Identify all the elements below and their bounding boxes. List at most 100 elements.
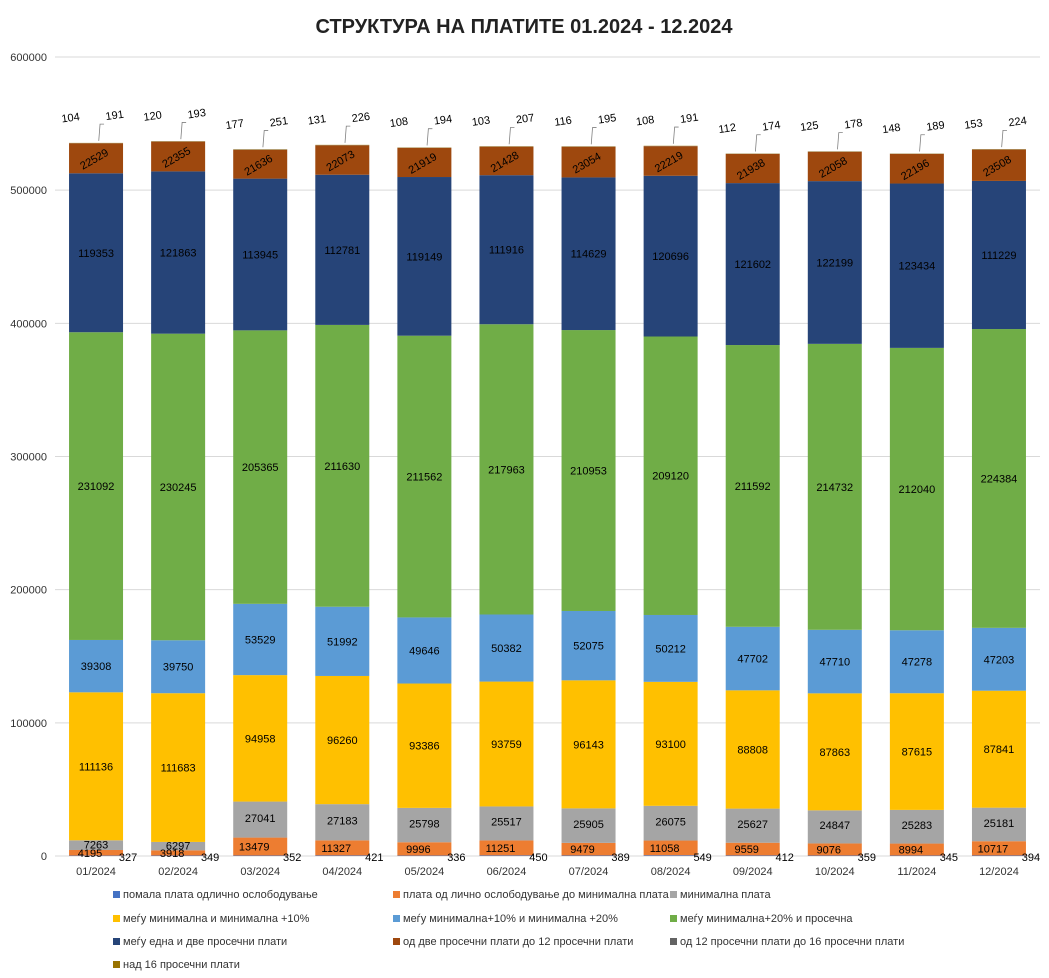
bar-segment — [233, 675, 288, 802]
bar-segment — [807, 810, 862, 844]
data-label: 88808 — [737, 744, 768, 756]
data-label: 6297 — [166, 841, 190, 853]
bar-segment — [233, 178, 288, 331]
data-label: 51992 — [327, 636, 358, 648]
bar-segment — [233, 330, 288, 604]
data-label: 13479 — [239, 842, 270, 854]
bar-segment — [479, 681, 534, 807]
bar-segment — [561, 146, 616, 178]
legend-label: од две просечни плати до 12 просечни пла… — [403, 936, 633, 948]
bar-segment — [397, 617, 452, 684]
data-label: 211592 — [735, 481, 771, 493]
data-label: 26075 — [655, 816, 686, 828]
legend-swatch — [670, 915, 677, 922]
data-label: 47702 — [737, 654, 768, 666]
bar-segment — [725, 690, 780, 809]
leader-line — [672, 126, 679, 144]
data-label: 112 — [718, 122, 737, 136]
bar-segment — [151, 171, 206, 334]
data-label: 7263 — [84, 840, 108, 852]
bar-segment — [725, 808, 780, 843]
bar-segment — [315, 174, 370, 325]
bar-segment — [889, 809, 944, 844]
data-label: 195 — [597, 112, 617, 126]
data-label: 87863 — [819, 747, 850, 759]
data-label: 25517 — [491, 817, 522, 829]
legend-label: минимална плата — [680, 889, 771, 901]
bar-segment — [561, 610, 616, 681]
bar-segment — [725, 183, 780, 346]
data-label: 189 — [926, 119, 946, 133]
leader-line — [590, 127, 597, 145]
bar-segment — [69, 143, 124, 174]
bar-segment — [233, 837, 288, 856]
x-axis: 01/2024 02/2024 03/2024 04/2024 05/2024 06/20… — [76, 866, 1019, 878]
data-label: 9559 — [734, 844, 758, 856]
bar-segment — [479, 840, 534, 856]
data-label: 25905 — [573, 819, 604, 831]
data-label: 209120 — [652, 471, 689, 483]
data-label: 230245 — [160, 482, 197, 494]
data-label: 450 — [529, 852, 547, 864]
data-label: 125 — [799, 120, 819, 134]
data-label: 39750 — [163, 662, 194, 674]
bar-segment — [889, 183, 944, 348]
data-label: 27041 — [245, 813, 276, 825]
leader-line — [1001, 130, 1007, 148]
bar-segment — [233, 801, 288, 838]
data-label: 111916 — [489, 245, 524, 257]
bar-segment — [971, 690, 1026, 808]
data-label: 112781 — [324, 245, 360, 257]
bars — [69, 141, 1026, 856]
bar-segment — [315, 804, 370, 841]
data-label: 224384 — [981, 473, 1018, 485]
bar-segment — [397, 147, 452, 178]
bar-segment — [315, 855, 370, 856]
data-label: 211562 — [406, 472, 442, 484]
y-tick-label: 200000 — [10, 585, 47, 597]
legend-label: плата од лично ослободување до минимална… — [403, 889, 670, 901]
bar-segment — [807, 629, 862, 694]
data-label: 50382 — [491, 643, 522, 655]
bar-segment — [561, 855, 616, 856]
bar-segment — [479, 146, 534, 176]
x-tick-label: 12/2024 — [979, 866, 1019, 878]
data-label: 25798 — [409, 818, 440, 830]
bar-segment — [889, 347, 944, 631]
bar-segment — [889, 630, 944, 694]
bar-segment — [807, 181, 862, 344]
data-label: 207 — [515, 112, 535, 126]
bar-segment — [315, 840, 370, 856]
bar-segment — [69, 332, 124, 640]
bar-segment — [479, 324, 534, 615]
data-label: 174 — [761, 119, 781, 133]
bar-segment — [725, 842, 780, 856]
bar-segment — [151, 841, 206, 851]
data-label: 96260 — [327, 735, 358, 747]
bar-segment — [643, 336, 698, 615]
data-label: 50212 — [655, 643, 686, 655]
data-label: 11327 — [321, 843, 351, 855]
bar-segment — [561, 808, 616, 843]
bar-segment — [643, 855, 698, 856]
bar-segment — [397, 177, 452, 336]
legend-swatch — [393, 938, 400, 945]
bar-segment — [971, 329, 1026, 628]
x-tick-label: 01/2024 — [76, 866, 116, 878]
bar-segment — [561, 842, 616, 856]
bar-segment — [69, 639, 124, 693]
bar-segment — [643, 681, 698, 806]
data-label: 9076 — [817, 844, 841, 856]
x-tick-label: 02/2024 — [158, 866, 198, 878]
data-label: 211630 — [324, 461, 360, 473]
legend-label: над 16 просечни плати — [123, 959, 240, 971]
y-axis: 0 100000 200000 300000 400000 500000 600000 — [10, 52, 47, 863]
bar-segment — [971, 807, 1026, 842]
leader-line — [919, 134, 925, 152]
bar-segment — [725, 626, 780, 691]
bar-segment — [233, 603, 288, 676]
data-label: 193 — [187, 107, 207, 121]
data-label: 119353 — [78, 248, 114, 260]
bar-segment — [807, 843, 862, 856]
bar-segment — [807, 693, 862, 811]
